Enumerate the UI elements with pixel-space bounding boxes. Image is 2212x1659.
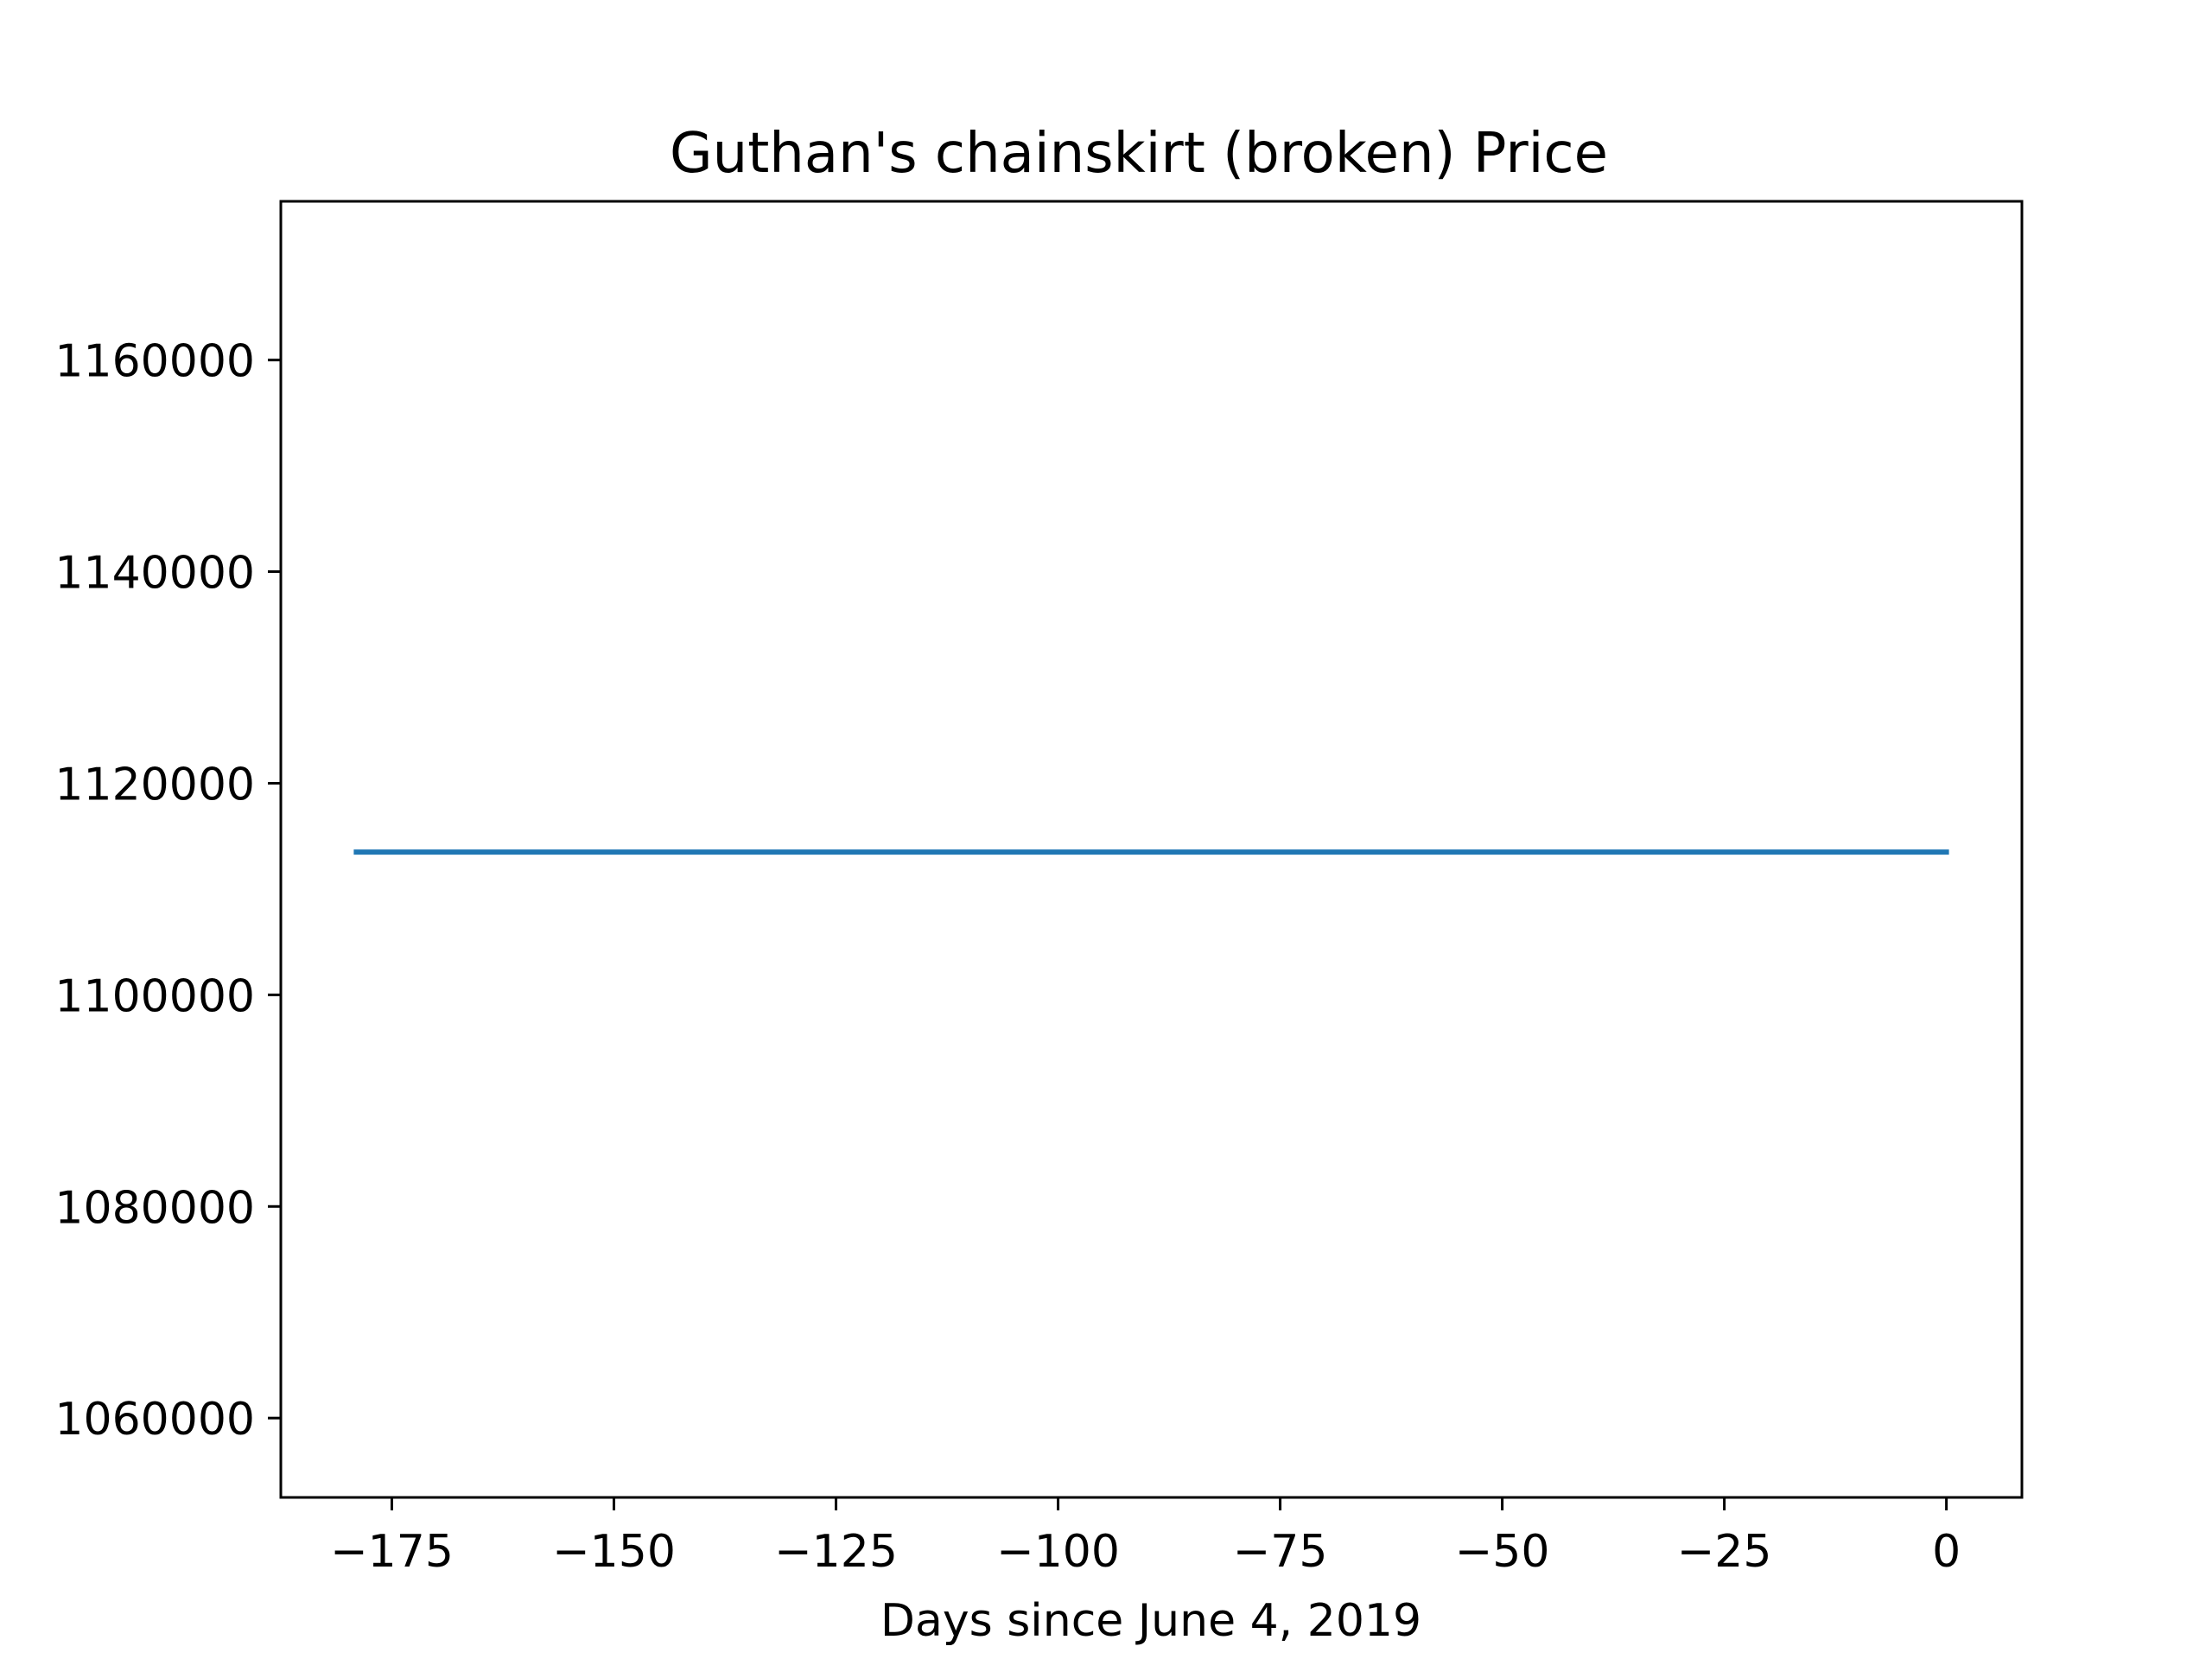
x-tick-label: 0 [1932,1526,1961,1578]
y-tick-label: 1100000 [54,970,255,1022]
x-tick-label: −25 [1677,1526,1772,1578]
x-tick-label: −100 [996,1526,1120,1578]
x-axis-label: Days since June 4, 2019 [880,1595,1421,1647]
y-tick-label: 1140000 [54,548,255,600]
y-tick-label: 1120000 [54,759,255,810]
y-tick-label: 1060000 [54,1394,255,1446]
x-tick-label: −50 [1455,1526,1550,1578]
x-tick-label: −125 [774,1526,898,1578]
x-tick-label: −150 [552,1526,676,1578]
y-tick-label: 1160000 [54,336,255,388]
y-axis: 1060000 1080000 1100000 1120000 1140000 11600… [54,336,281,1446]
x-tick-label: −75 [1233,1526,1328,1578]
chart-title: Guthan's chainskirt (broken) Price [670,122,1608,186]
y-tick-label: 1080000 [54,1182,255,1234]
x-axis: −175 −150 −125 −100 −75 −50 −25 0 [330,1497,1961,1578]
x-tick-label: −175 [330,1526,454,1578]
plot-area-frame [279,200,2024,1499]
